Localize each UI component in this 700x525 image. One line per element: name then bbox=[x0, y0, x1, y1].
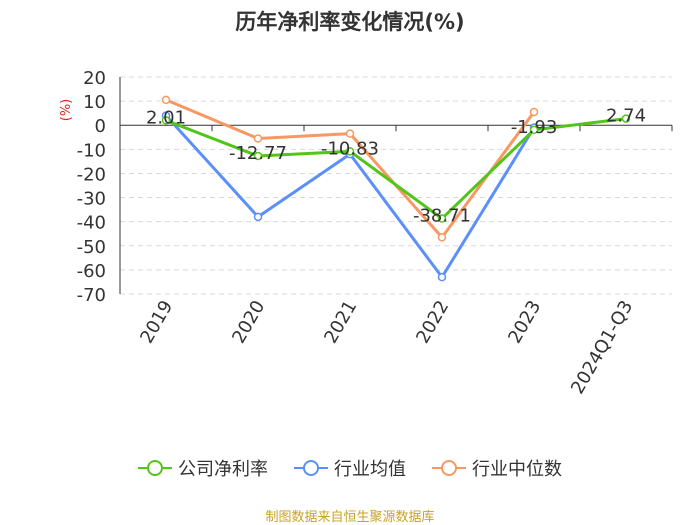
legend-marker bbox=[441, 460, 457, 476]
legend: 公司净利率 行业均值 行业中位数 bbox=[0, 455, 700, 481]
x-tick-label: 2021 bbox=[320, 297, 361, 347]
data-point bbox=[529, 125, 539, 135]
series-line bbox=[165, 117, 627, 221]
x-tick-label: 2019 bbox=[136, 297, 177, 347]
data-labels: 2.01 -12.77 -10.83 -38.71 -1.93 2.74 bbox=[146, 106, 646, 227]
legend-item: 行业中位数 bbox=[432, 455, 562, 481]
legend-label: 公司净利率 bbox=[178, 459, 268, 480]
data-point bbox=[253, 134, 263, 143]
data-point bbox=[253, 151, 263, 161]
legend-label: 行业均值 bbox=[334, 459, 406, 480]
y-axis-label: (%) bbox=[59, 99, 74, 122]
data-point bbox=[437, 214, 447, 223]
source-note: 制图数据来自恒生聚源数据库 bbox=[265, 510, 435, 525]
data-label: -38.71 bbox=[413, 206, 471, 227]
data-label: -12.77 bbox=[229, 143, 287, 164]
series-lines bbox=[161, 95, 631, 282]
chart-title: 历年净利率变化情况(%) bbox=[235, 10, 465, 34]
data-point bbox=[529, 107, 539, 117]
y-tick-label: 20 bbox=[83, 68, 106, 89]
y-tick-label: -70 bbox=[77, 285, 106, 306]
legend-item: 公司净利率 bbox=[138, 455, 268, 481]
data-point bbox=[621, 114, 631, 123]
data-label: -10.83 bbox=[321, 138, 379, 159]
x-tick-label: 2020 bbox=[228, 297, 269, 347]
legend-item: 行业均值 bbox=[294, 455, 406, 481]
x-tick-label: 2024Q1-Q3 bbox=[567, 297, 637, 398]
legend-swatch bbox=[138, 460, 172, 476]
y-tick-label: 10 bbox=[83, 92, 106, 113]
x-tick-label: 2023 bbox=[504, 297, 545, 347]
data-point bbox=[161, 95, 171, 105]
data-point bbox=[437, 233, 447, 242]
legend-marker bbox=[147, 460, 163, 476]
legend-swatch bbox=[294, 460, 328, 476]
data-label: 2.74 bbox=[606, 106, 646, 127]
y-tick-label: -20 bbox=[77, 164, 106, 185]
y-tick-label: -10 bbox=[77, 140, 106, 161]
grid-lines bbox=[120, 76, 672, 295]
legend-swatch bbox=[432, 460, 466, 476]
data-point bbox=[253, 212, 263, 222]
legend-label: 行业中位数 bbox=[472, 459, 562, 480]
data-label: 2.01 bbox=[146, 107, 186, 128]
data-point bbox=[345, 129, 355, 138]
data-label: -1.93 bbox=[511, 117, 558, 138]
y-tick-label: -60 bbox=[77, 261, 106, 282]
legend-marker bbox=[303, 460, 319, 476]
y-tick-label: -40 bbox=[77, 213, 106, 234]
y-tick-label: 0 bbox=[95, 116, 106, 137]
y-tick-label: -50 bbox=[77, 237, 106, 258]
data-point bbox=[161, 116, 171, 125]
x-tick-label: 2022 bbox=[412, 297, 453, 347]
data-point bbox=[345, 147, 355, 156]
data-point bbox=[437, 272, 447, 282]
y-tick-label: -30 bbox=[77, 189, 106, 210]
